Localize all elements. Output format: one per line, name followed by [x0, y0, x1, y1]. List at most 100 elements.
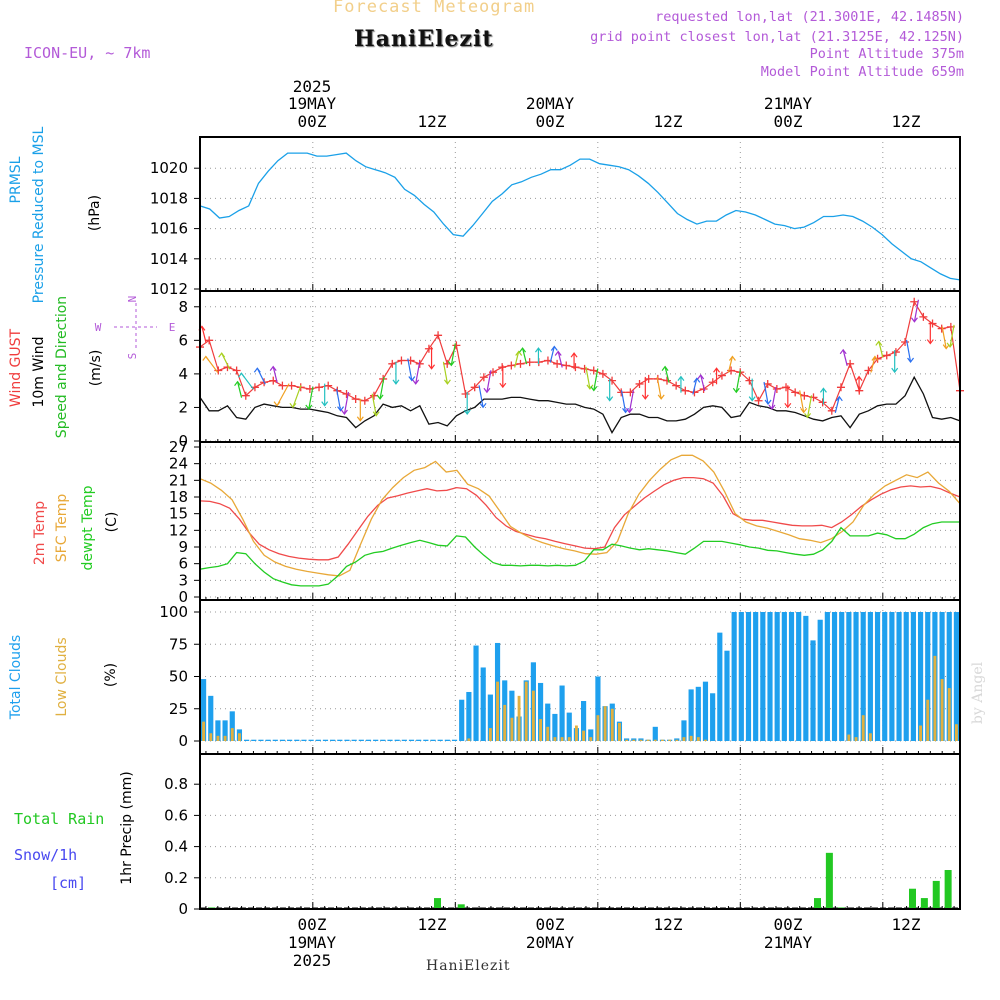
wind-direction-arrow	[763, 381, 769, 405]
y-tick-label: 3	[178, 571, 188, 589]
total-cloud-bar	[767, 612, 773, 741]
total-cloud-bar	[831, 612, 838, 741]
footer-station-name: HaniElezit	[426, 958, 511, 974]
total-cloud-bar	[229, 711, 235, 741]
y-tick-label: 18	[169, 488, 188, 506]
y-tick-label: 25	[169, 700, 188, 718]
compass-west: W	[95, 321, 102, 334]
wind-arrow-head	[804, 413, 812, 419]
wind-10m-label: 10m Wind	[31, 336, 47, 407]
wind-arrow-head	[697, 373, 705, 380]
total-cloud-bar	[803, 615, 809, 741]
wind-gust-marker	[205, 336, 214, 345]
low-cloud-bar	[603, 706, 607, 741]
total-rain-label: Total Rain	[14, 810, 104, 828]
total-cloud-bar	[566, 712, 572, 741]
y-tick-label: 1016	[150, 220, 188, 238]
top-hour-label: 00Z	[298, 112, 327, 131]
total-cloud-bar	[365, 739, 372, 741]
y-tick-label: 0	[178, 732, 188, 750]
wind-arrow-head	[340, 409, 348, 416]
wind-arrow-head	[372, 411, 380, 417]
total-cloud-bar	[688, 689, 694, 741]
total-cloud-bar	[451, 739, 458, 741]
low-cloud-bar	[582, 730, 586, 741]
wind-gust-marker	[644, 374, 653, 383]
temp-sfc-line	[199, 454, 961, 577]
wind-direction-arrow	[379, 376, 385, 400]
precip-axis-label: 1hr Precip (mm)	[119, 771, 135, 884]
total-cloud-bar	[265, 739, 271, 741]
total-cloud-bar	[487, 694, 493, 741]
total-cloud-bar	[588, 729, 594, 741]
total-cloud-bar	[322, 739, 329, 741]
wind-arrow-head	[483, 387, 491, 394]
bottom-date-label: 19MAY	[288, 933, 337, 952]
wind-arrow-head	[657, 394, 665, 400]
low-cloud-bar	[223, 735, 227, 741]
low-cloud-bar	[560, 737, 564, 741]
total-cloud-bar	[695, 686, 701, 741]
wind-direction-arrow	[799, 390, 805, 413]
temp-2m-line	[199, 476, 961, 561]
wind-direction-arrow	[842, 349, 848, 366]
wind-gust-marker	[836, 383, 845, 392]
top-year-label: 2025	[293, 77, 332, 96]
total-cloud-bar	[624, 738, 630, 741]
total-cloud-bar	[258, 739, 264, 741]
requested-coordinates: requested lon,lat (21.3001E, 42.1485N)	[655, 9, 964, 25]
low-cloud-bar	[496, 681, 499, 741]
bottom-hour-label: 12Z	[418, 915, 447, 934]
y-tick-label: 8	[178, 298, 188, 316]
rain-bar	[909, 888, 916, 909]
wind-direction-arrow	[335, 388, 342, 411]
total-cloud-bar	[201, 679, 207, 741]
wind-gust-marker	[882, 351, 891, 360]
wind-gust-marker	[351, 395, 360, 404]
wind-arrow-head	[839, 348, 847, 355]
wind-gust-marker	[360, 396, 369, 405]
total-cloud-bar	[738, 612, 744, 741]
total-cloud-bar	[860, 612, 866, 741]
wind-direction-arrow	[913, 299, 920, 322]
total-cloud-bar	[294, 739, 300, 741]
total-cloud-bar	[315, 739, 321, 741]
wind-direction-arrow	[620, 390, 627, 413]
rain-bar	[920, 898, 928, 909]
wind-direction-arrow	[735, 370, 741, 393]
top-hour-label: 12Z	[892, 112, 921, 131]
panel-frames	[194, 136, 961, 910]
low-cloud-bar	[682, 737, 686, 741]
wind-gust-marker	[589, 366, 598, 375]
total-cloud-bar	[903, 612, 909, 741]
total-cloud-bar	[473, 645, 479, 741]
low-cloud-bar	[618, 722, 621, 741]
y-tick-label: 1020	[150, 159, 188, 177]
total-cloud-bar	[796, 612, 802, 741]
wind-gust-marker	[791, 388, 800, 397]
low-cloud-bar	[589, 737, 593, 741]
wind-arrow-head	[855, 375, 863, 382]
wind-gust-marker	[598, 369, 607, 378]
wind-gust-marker	[241, 391, 250, 400]
wind-gust-marker	[315, 383, 324, 392]
low-cloud-bar	[689, 735, 693, 741]
wind-direction-arrow	[949, 324, 955, 348]
top-date-label: 21MAY	[764, 94, 813, 113]
low-cloud-bar	[596, 715, 600, 741]
wind-arrow-head	[926, 339, 934, 345]
y-tick-label: 21	[169, 471, 188, 489]
y-tick-label: 0	[178, 900, 188, 918]
y-tick-label: 1014	[150, 250, 188, 268]
y-tick-label: 0	[178, 588, 188, 606]
wind-arrow-head	[234, 380, 242, 387]
low-cloud-bar	[510, 717, 514, 741]
wind-arrow-head	[519, 347, 527, 353]
wind-arrow-head	[713, 367, 721, 373]
panel-frame-precip	[199, 753, 961, 910]
total-cloud-bar	[774, 612, 780, 741]
panel-frame-temp	[199, 441, 961, 601]
total-cloud-bar	[244, 739, 250, 741]
total-cloud-bar	[358, 739, 364, 741]
total-cloud-bar	[337, 739, 343, 741]
